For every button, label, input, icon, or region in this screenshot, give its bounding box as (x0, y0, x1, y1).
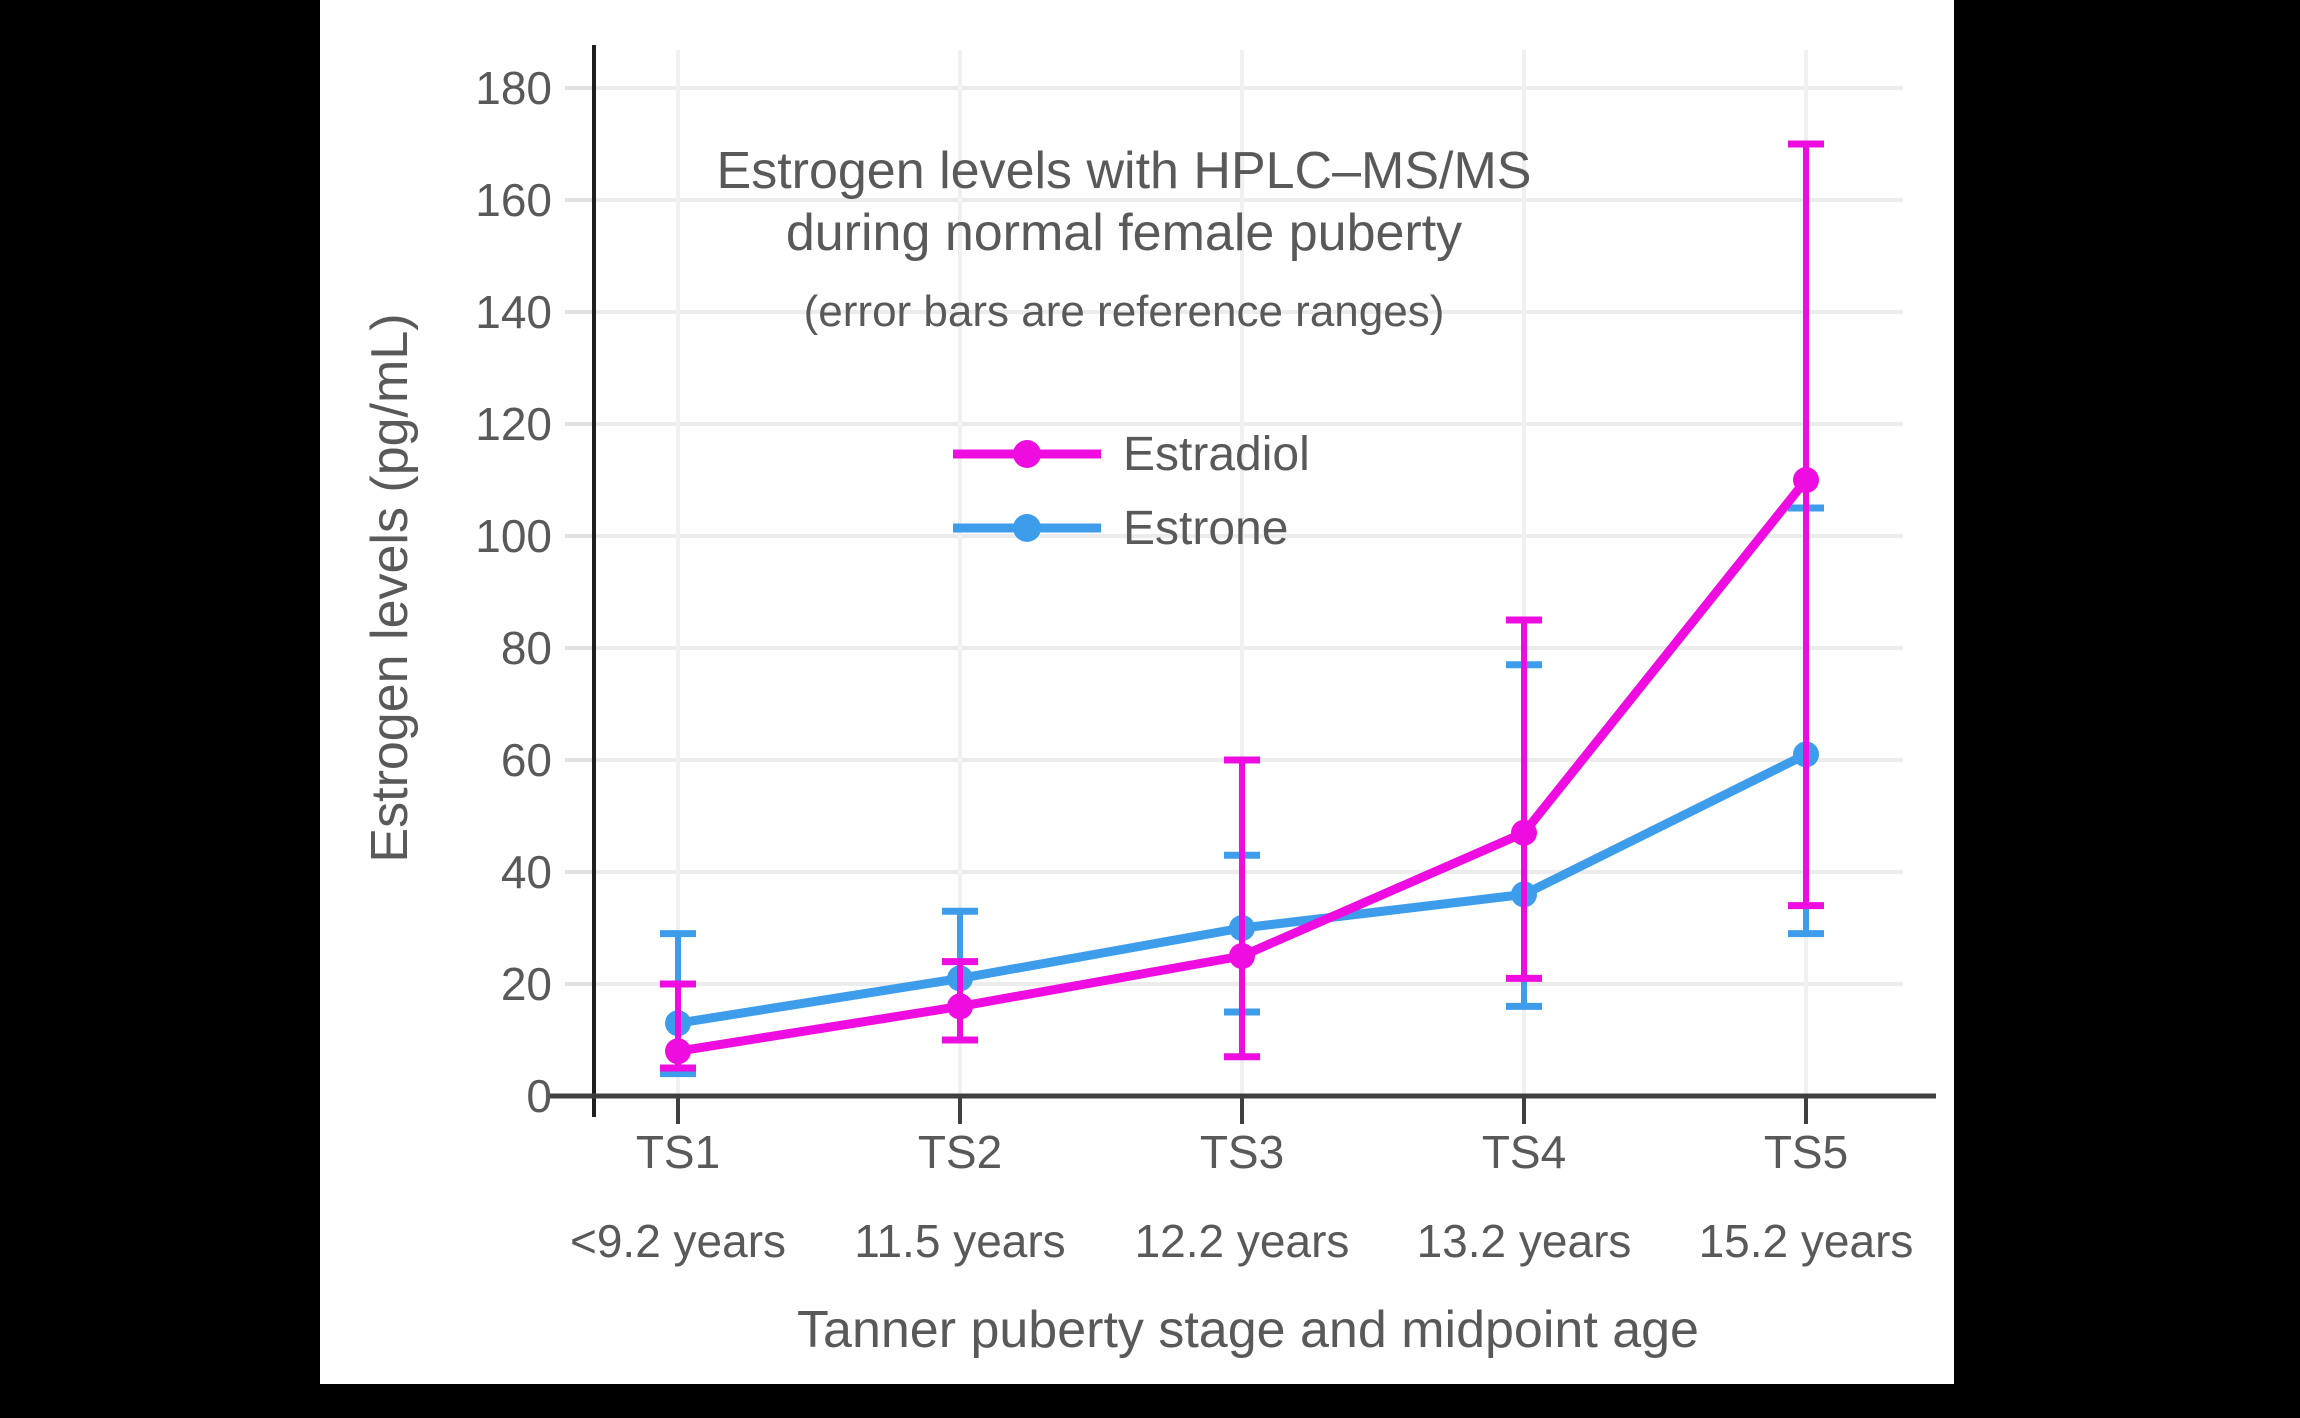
legend-marker-estrone (953, 514, 1101, 542)
y-tick-label: 140 (475, 286, 552, 338)
legend-label-estrone: Estrone (1123, 501, 1289, 555)
y-tick-label: 80 (500, 622, 552, 674)
chart-canvas: Estrogen levels with HPLC–MS/MS during n… (320, 0, 1954, 1384)
chart-subtitle: (error bars are reference ranges) (803, 287, 1445, 336)
y-tick-label: 60 (500, 734, 552, 786)
legend-item-estrone: Estrone (953, 491, 1310, 565)
x-tick-label-stage: TS4 (1481, 1126, 1567, 1178)
y-tick-label: 160 (475, 174, 552, 226)
y-tick-label: 20 (500, 958, 552, 1010)
plot-area (548, 45, 1936, 1124)
x-tick-label-age: 11.5 years (854, 1215, 1066, 1267)
x-tick-label-age: 12.2 years (1134, 1215, 1350, 1267)
legend-label-estradiol: Estradiol (1123, 427, 1310, 481)
y-tick-label: 180 (475, 62, 552, 114)
chart-title-line1: Estrogen levels with HPLC–MS/MS (716, 142, 1532, 200)
y-axis-title: Estrogen levels (pg/mL) (361, 313, 419, 863)
x-tick-label-stage: TS1 (635, 1126, 721, 1178)
chart-title-line2: during normal female puberty (785, 204, 1463, 262)
x-axis-title: Tanner puberty stage and midpoint age (797, 1301, 1699, 1359)
y-tick-label: 40 (500, 846, 552, 898)
y-tick-label: 100 (475, 510, 552, 562)
legend-item-estradiol: Estradiol (953, 417, 1310, 491)
legend-marker-estradiol (953, 440, 1101, 468)
x-tick-label-stage: TS2 (917, 1126, 1003, 1178)
x-tick-label-stage: TS5 (1763, 1126, 1849, 1178)
legend: Estradiol Estrone (953, 417, 1310, 565)
x-tick-label-age: <9.2 years (569, 1215, 787, 1267)
x-tick-label-age: 15.2 years (1698, 1215, 1914, 1267)
y-tick-label: 0 (526, 1070, 552, 1122)
x-tick-label-stage: TS3 (1199, 1126, 1285, 1178)
x-tick-label-age: 13.2 years (1416, 1215, 1632, 1267)
y-tick-label: 120 (475, 398, 552, 450)
